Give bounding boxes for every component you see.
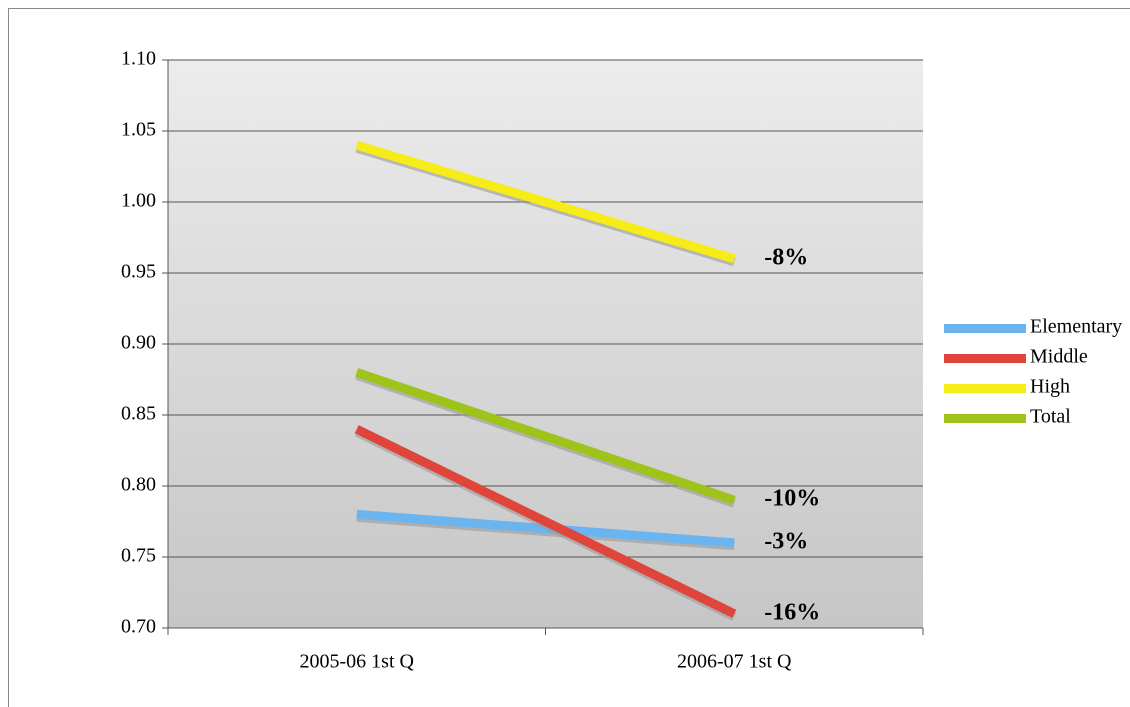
legend-label: Elementary <box>1030 316 1122 338</box>
series-line <box>354 425 737 618</box>
x-tick-label: 2005-06 1st Q <box>300 651 415 673</box>
series-line <box>355 368 736 505</box>
change-label: -10% <box>764 486 820 512</box>
y-tick-label: 0.85 <box>121 403 156 425</box>
x-tick-label: 2006-07 1st Q <box>677 651 792 673</box>
y-tick-label: 0.95 <box>121 261 156 283</box>
series-line <box>355 140 736 264</box>
legend-swatch <box>944 384 1026 393</box>
legend-swatch <box>944 354 1026 363</box>
legend-swatch <box>944 414 1026 423</box>
y-tick-label: 0.70 <box>121 616 156 638</box>
y-tick-label: 1.00 <box>121 190 156 212</box>
y-tick-label: 1.10 <box>121 48 156 70</box>
change-label: -8% <box>764 244 808 270</box>
change-label: -3% <box>764 528 808 554</box>
legend-label: High <box>1030 376 1070 398</box>
legend-swatch <box>944 324 1026 333</box>
y-tick-label: 0.90 <box>121 332 156 354</box>
change-label: -16% <box>764 599 820 625</box>
y-tick-label: 0.75 <box>121 545 156 567</box>
y-tick-label: 0.80 <box>121 474 156 496</box>
y-tick-label: 1.05 <box>121 119 156 141</box>
chart-frame <box>8 8 1130 707</box>
legend-label: Middle <box>1030 346 1088 368</box>
legend-label: Total <box>1030 406 1071 428</box>
